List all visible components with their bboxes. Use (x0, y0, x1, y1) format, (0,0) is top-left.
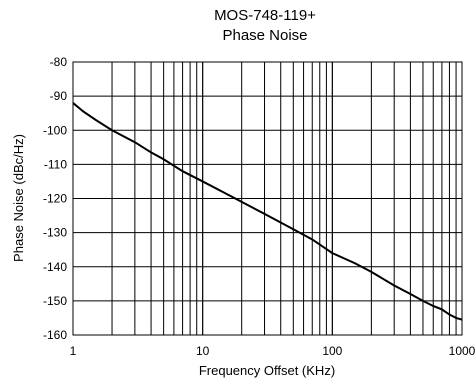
x-axis-label: Frequency Offset (KHz) (199, 363, 335, 378)
y-tick-label: -160 (43, 328, 67, 342)
y-tick-label: -130 (43, 226, 67, 240)
chart-title-line-2: Phase Noise (222, 27, 307, 44)
y-tick-label: -120 (43, 192, 67, 206)
y-axis-label: Phase Noise (dBc/Hz) (11, 134, 26, 262)
chart-title-line-1: MOS-748-119+ (214, 7, 316, 24)
y-tick-label: -150 (43, 294, 67, 308)
plot-frame (72, 61, 463, 336)
x-tick-label: 1000 (449, 344, 475, 358)
series-line (72, 102, 463, 321)
y-tick-label: -80 (50, 55, 68, 69)
y-tick-label: -90 (50, 89, 68, 103)
x-tick-label: 100 (322, 344, 342, 358)
x-tick-label: 10 (196, 344, 210, 358)
x-tick-label: 1 (70, 344, 77, 358)
y-tick-label: -100 (43, 123, 67, 137)
y-tick-label: -110 (44, 157, 67, 171)
y-tick-label: -140 (43, 260, 67, 274)
grid (72, 61, 463, 336)
